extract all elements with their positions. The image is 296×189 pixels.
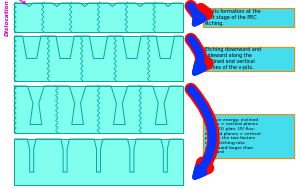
Bar: [14, 86, 183, 133]
Text: Dislocation: Dislocation: [4, 0, 9, 36]
FancyBboxPatch shape: [202, 114, 294, 158]
Bar: [14, 36, 183, 81]
Text: V-pits formation at the
first stage of the PEC
etching.: V-pits formation at the first stage of t…: [205, 9, 260, 26]
Bar: [14, 3, 183, 32]
Text: Surface energy: inclined
planes > vertical planes
> (0001) plan, UV flux:
inclin: Surface energy: inclined planes > vertic…: [205, 118, 261, 154]
FancyBboxPatch shape: [202, 8, 294, 27]
Text: Etching downward and
sideward along the
inclined and vertical
planes of the v-pi: Etching downward and sideward along the …: [205, 47, 261, 70]
Bar: [14, 139, 183, 185]
FancyBboxPatch shape: [202, 46, 294, 70]
